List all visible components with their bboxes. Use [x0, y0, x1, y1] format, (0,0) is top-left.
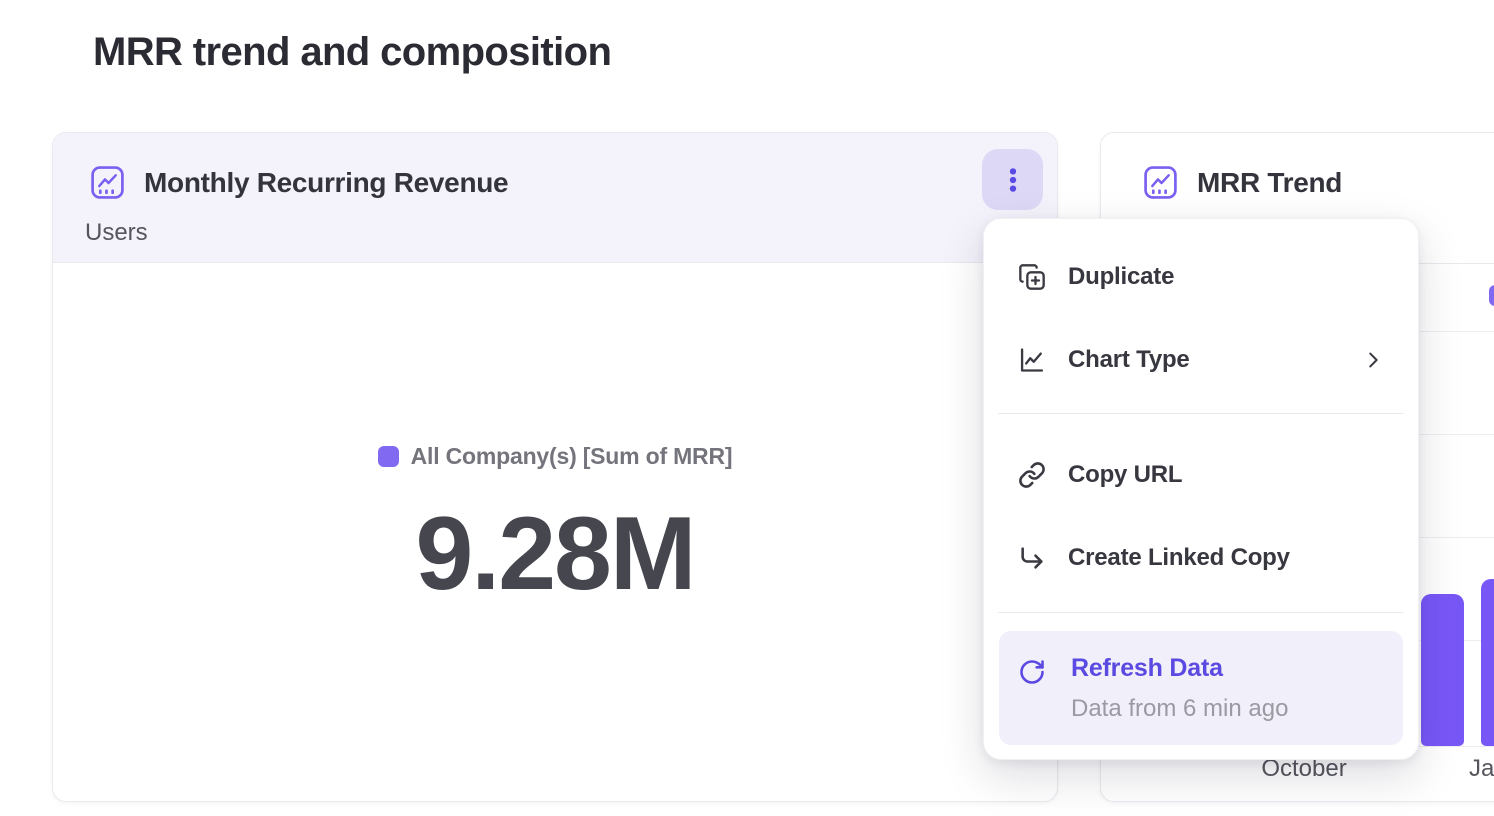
mrr-card-title: Monthly Recurring Revenue — [144, 166, 509, 198]
menu-item-duplicate[interactable]: Duplicate — [1000, 239, 1402, 315]
card-context-menu: Duplicate Chart Type — [983, 218, 1419, 760]
mrr-card-title-row: Monthly Recurring Revenue — [89, 164, 509, 201]
menu-item-label: Create Linked Copy — [1068, 544, 1290, 571]
trend-bar — [1481, 579, 1494, 746]
refresh-data-age: Data from 6 min ago — [1071, 695, 1289, 722]
mrr-legend: All Company(s) [Sum of MRR] — [53, 443, 1057, 470]
legend-label: All Company(s) [Sum of MRR] — [410, 443, 733, 469]
link-icon — [1018, 461, 1046, 489]
menu-divider — [998, 612, 1404, 613]
card-menu-button[interactable] — [982, 149, 1043, 210]
mrr-card-header: Monthly Recurring Revenue Users — [53, 133, 1057, 263]
menu-divider — [998, 413, 1404, 414]
menu-item-chart-type[interactable]: Chart Type — [1000, 322, 1402, 398]
chart-panel-icon — [89, 164, 126, 201]
legend-swatch — [377, 446, 399, 467]
menu-item-label: Copy URL — [1068, 461, 1183, 488]
mrr-card-subtitle: Users — [85, 219, 148, 246]
chart-type-icon — [1018, 346, 1046, 374]
refresh-icon — [1018, 658, 1046, 686]
page-title: MRR trend and composition — [93, 30, 612, 74]
duplicate-icon — [1018, 263, 1046, 291]
menu-item-label: Chart Type — [1068, 346, 1190, 373]
trend-card-title: MRR Trend — [1197, 166, 1343, 198]
kebab-vertical-icon — [999, 166, 1027, 194]
mrr-number-card: Monthly Recurring Revenue Users All Comp… — [52, 132, 1058, 802]
chevron-right-icon — [1362, 349, 1384, 371]
menu-item-label: Duplicate — [1068, 263, 1175, 290]
menu-item-copy-url[interactable]: Copy URL — [1000, 437, 1402, 513]
x-axis-label-january: January — [1469, 755, 1494, 782]
menu-item-label: Refresh Data — [1071, 654, 1223, 682]
trend-bar — [1421, 594, 1464, 746]
metric-value: 9.28M — [415, 496, 696, 612]
chart-panel-icon — [1142, 164, 1179, 201]
trend-card-title-row: MRR Trend — [1142, 164, 1342, 201]
corner-down-right-icon — [1018, 544, 1046, 572]
menu-item-refresh-data[interactable]: Refresh Data Data from 6 min ago — [999, 631, 1403, 745]
trend-legend-swatch — [1489, 285, 1494, 306]
menu-item-create-linked-copy[interactable]: Create Linked Copy — [1000, 520, 1402, 596]
